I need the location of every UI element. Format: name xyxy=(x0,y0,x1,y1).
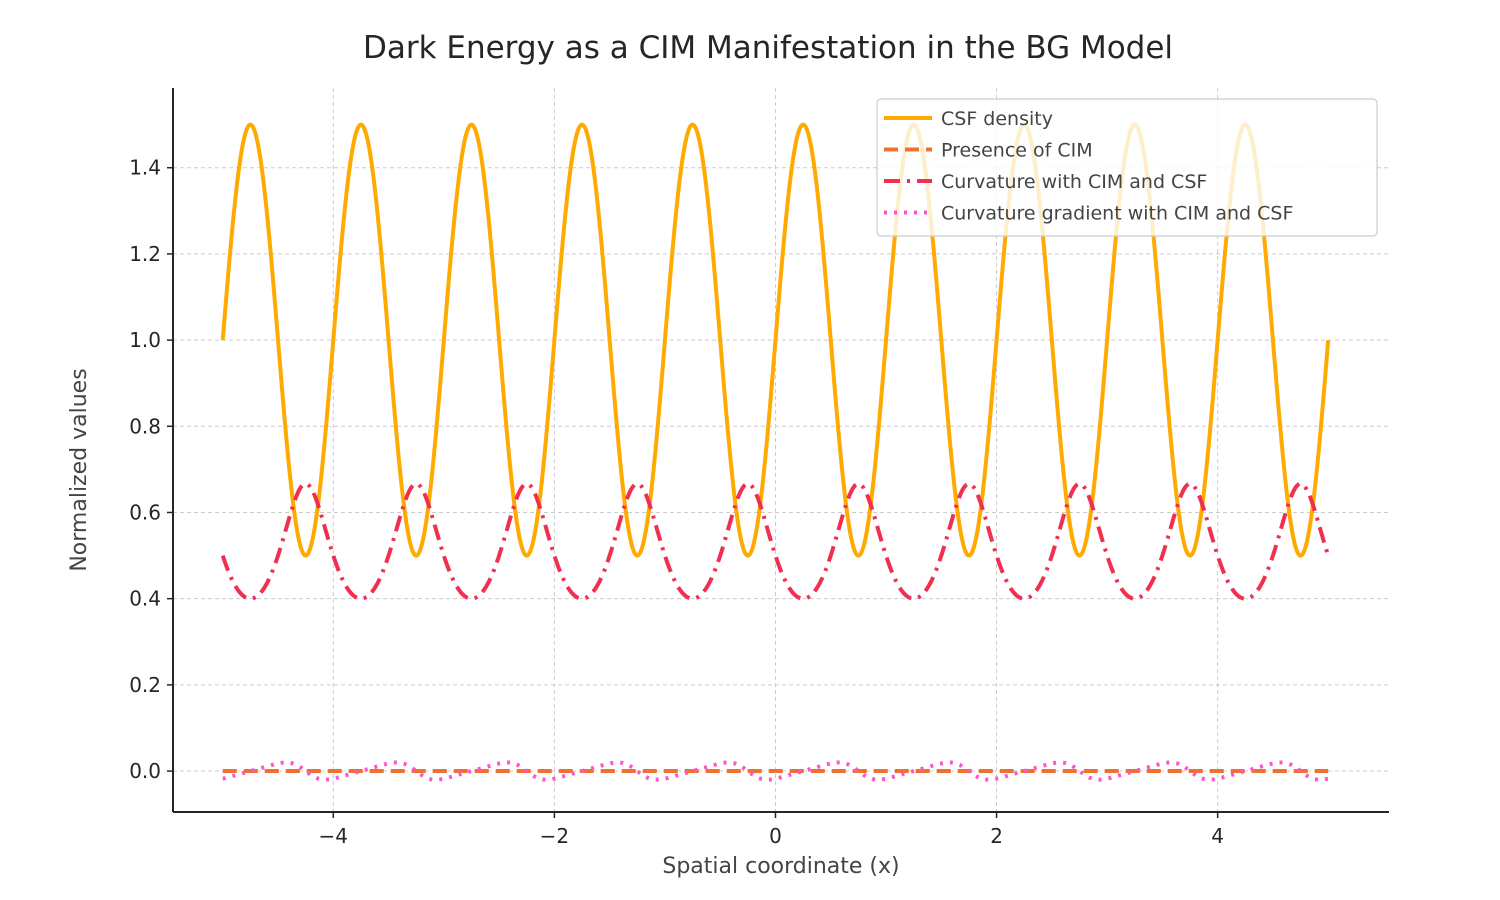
y-tick-label: 0.6 xyxy=(129,500,161,524)
y-tick-label: 0.8 xyxy=(129,414,161,438)
axes xyxy=(172,88,1389,813)
x-tick-label: 4 xyxy=(1211,824,1224,848)
y-tick-label: 0.2 xyxy=(129,673,161,697)
legend-label: CSF density xyxy=(941,108,1053,130)
x-tick-label: 2 xyxy=(990,824,1003,848)
x-tick-label: −2 xyxy=(540,824,569,848)
legend-box xyxy=(876,98,1378,237)
curvature-line xyxy=(220,481,1331,601)
legend-label: Presence of CIM xyxy=(941,140,1093,162)
y-axis-label: Normalized values xyxy=(67,368,92,571)
x-tick-label: −4 xyxy=(319,824,348,848)
y-tick-label: 1.0 xyxy=(129,328,161,352)
legend-label: Curvature with CIM and CSF xyxy=(941,171,1207,193)
x-axis-ticks: −4 −2 0 2 4 xyxy=(319,812,1224,848)
x-tick-label: 0 xyxy=(769,824,782,848)
y-tick-label: 1.4 xyxy=(129,156,161,180)
y-tick-label: 0.4 xyxy=(129,587,161,611)
y-axis-ticks: 0.0 0.2 0.4 0.6 0.8 1.0 1.2 1.4 xyxy=(129,156,173,783)
chart-title: Dark Energy as a CIM Manifestation in th… xyxy=(363,30,1173,66)
legend-label: Curvature gradient with CIM and CSF xyxy=(941,203,1293,225)
y-tick-label: 0.0 xyxy=(129,759,161,783)
y-tick-label: 1.2 xyxy=(129,242,161,266)
legend: CSF density Presence of CIM Curvature with… xyxy=(876,98,1378,237)
x-axis-label: Spatial coordinate (x) xyxy=(662,854,899,879)
